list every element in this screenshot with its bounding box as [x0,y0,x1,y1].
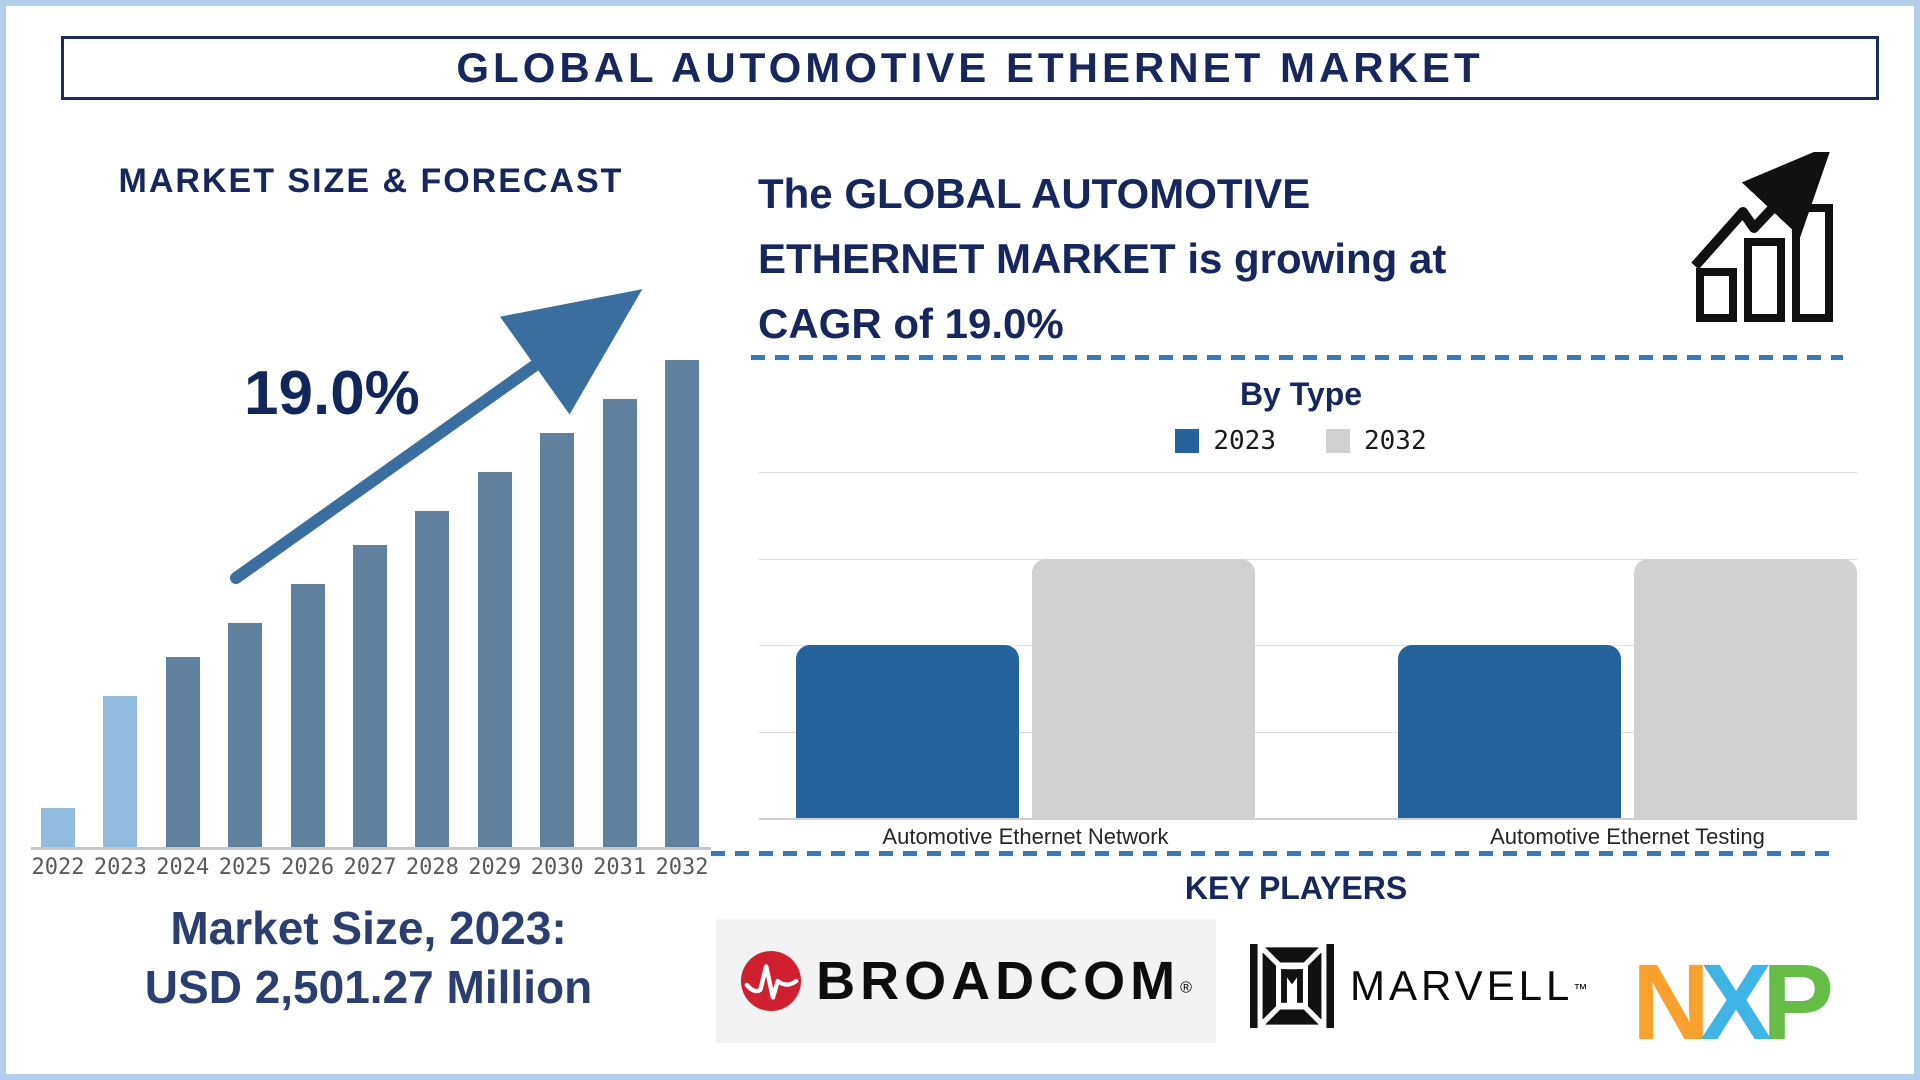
market-size-caption: Market Size, 2023: USD 2,501.27 Million [46,899,691,1017]
forecast-bar-2027 [353,545,387,847]
bytype-legend: 2023 2032 [751,426,1851,456]
bytype-bar-2023-group1 [796,645,1019,818]
bytype-category-labels: Automotive Ethernet Network Automotive Et… [759,824,1857,854]
marvell-name: MARVELL [1350,962,1574,1009]
nxp-letter-x: X [1700,940,1772,1062]
forecast-bar-2032 [665,360,699,847]
cagr-value-label: 19.0% [244,359,420,428]
trend-arrow-icon [230,289,643,584]
forecast-bar-2023 [103,696,138,847]
key-players-heading: KEY PLAYERS [1184,870,1408,906]
marvell-logo: MARVELL™ [1250,936,1595,1036]
nxp-letter-p: P [1762,940,1834,1062]
x-axis-label-2024: 2024 [156,855,210,880]
x-axis-label-2027: 2027 [343,855,397,880]
marvell-mark-icon [1250,944,1334,1028]
bytype-category-label: Automotive Ethernet Testing [1490,824,1765,849]
legend-swatch-2023 [1175,429,1200,453]
broadcom-logo: BROADCOM® [716,919,1216,1043]
forecast-bar-2024 [165,657,200,847]
market-size-line1: Market Size, 2023: [170,902,567,954]
x-axis-line [31,847,711,850]
title-bar: GLOBAL AUTOMOTIVE ETHERNET MARKET [61,36,1879,100]
legend-swatch-2032 [1326,429,1350,453]
legend-label-2032: 2032 [1364,426,1427,456]
forecast-bar-2025 [228,622,263,847]
bytype-bar-2032-group1 [1032,558,1255,818]
broadcom-registered-mark: ® [1180,979,1192,997]
x-axis-label-2023: 2023 [93,855,147,880]
x-axis-labels: 2022 2023 2024 2025 2026 2027 2028 2029 2030 2031… [31,855,711,885]
x-axis-label-2031: 2031 [593,855,647,880]
x-axis-label-2025: 2025 [218,855,272,880]
x-axis-label-2032: 2032 [655,855,709,880]
legend-item-2032: 2032 [1326,426,1427,456]
dashed-divider-bottom [711,851,1829,856]
legend-label-2023: 2023 [1213,426,1276,456]
nxp-logo: N X P [1632,944,1872,1059]
broadcom-pulse-icon [741,950,802,1012]
x-axis-label-2026: 2026 [281,855,335,880]
forecast-bar-2026 [290,584,325,847]
bytype-chart [759,472,1857,820]
x-axis-label-2022: 2022 [31,855,85,880]
forecast-bar-2031 [602,398,637,847]
dashed-divider-top [751,355,1843,360]
market-size-line2: USD 2,501.27 Million [144,960,593,1013]
bytype-chart-title: By Type [1239,376,1363,412]
forecast-bar-2030 [540,433,575,847]
forecast-chart-title: MARKET SIZE & FORECAST [118,162,624,200]
page-title: GLOBAL AUTOMOTIVE ETHERNET MARKET [456,44,1484,91]
gridline [759,558,1857,560]
bytype-bar-2032-group2 [1634,558,1857,818]
bytype-category-label: Automotive Ethernet Network [882,824,1169,849]
forecast-bar-2028 [415,510,450,847]
marvell-trademark: ™ [1573,980,1588,997]
broadcom-name: BROADCOM [816,951,1181,1011]
bytype-bar-2023-group2 [1398,645,1621,818]
legend-item-2023: 2023 [1175,426,1276,456]
x-axis-label-2028: 2028 [405,855,459,880]
gridline [759,472,1857,473]
x-axis-label-2029: 2029 [468,855,522,880]
x-axis-label-2030: 2030 [530,855,584,880]
forecast-bar-2022 [41,808,75,847]
growth-statement: The GLOBAL AUTOMOTIVE ETHERNET MARKET is… [758,170,1447,348]
nxp-letter-n: N [1632,940,1710,1062]
gridline [759,731,1857,733]
forecast-bar-2029 [477,472,512,847]
gridline [759,818,1857,820]
market-size-forecast-chart [31,356,711,850]
gridline [759,645,1857,646]
growth-chart-icon [1691,152,1833,322]
